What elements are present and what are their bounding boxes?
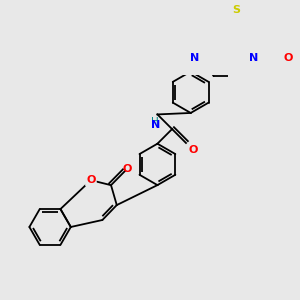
Text: O: O	[123, 164, 132, 173]
Text: N: N	[151, 120, 160, 130]
Text: N: N	[190, 53, 199, 63]
Text: O: O	[283, 53, 293, 63]
Text: N: N	[249, 53, 258, 63]
Text: S: S	[232, 5, 240, 15]
Text: O: O	[188, 145, 198, 155]
Text: H: H	[151, 117, 159, 127]
Text: O: O	[86, 175, 96, 185]
